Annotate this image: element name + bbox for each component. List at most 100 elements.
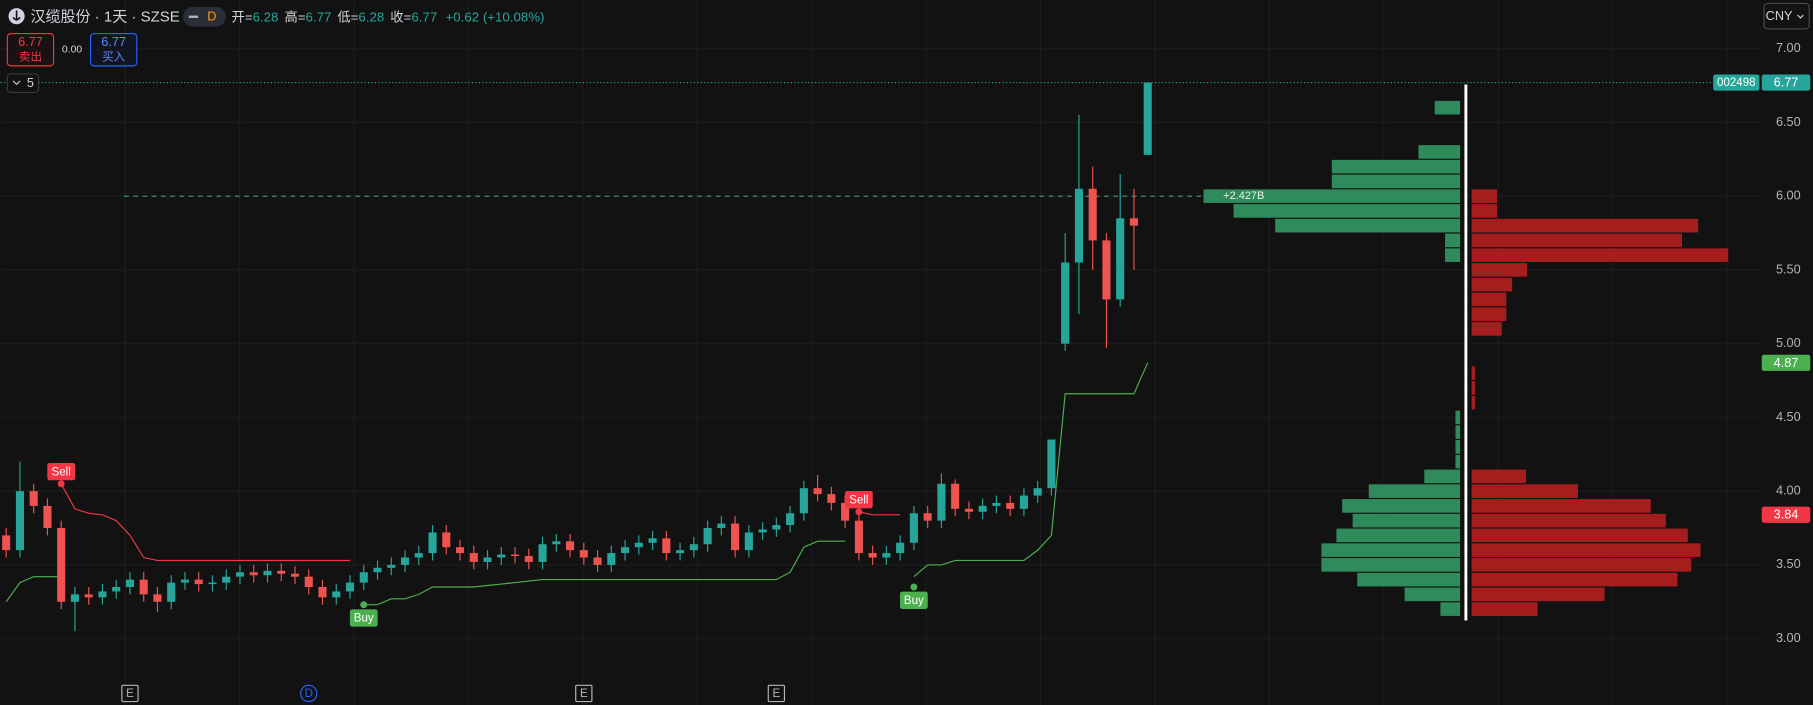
profile-sell-bar (1471, 602, 1538, 616)
profile-sell-bar (1471, 277, 1513, 292)
candle-body (112, 587, 121, 592)
interval-badge: D (207, 9, 216, 24)
candle-body (345, 582, 355, 592)
candle-body (318, 587, 327, 598)
signal-dot (910, 583, 918, 591)
signal-label: Sell (849, 494, 868, 506)
candle-body (786, 513, 795, 526)
ticker-label: 002498 (1717, 77, 1756, 89)
profile-buy-bar (1321, 543, 1461, 557)
profile-sell-bar (1471, 572, 1678, 587)
candle-body (1061, 262, 1070, 344)
change: +0.62 (+10.08%) (446, 9, 545, 24)
ohlc-value: 6.28 (253, 9, 279, 24)
candle-body (400, 557, 410, 565)
event-label: E (126, 688, 134, 700)
candle-body (263, 570, 272, 576)
candle-body (235, 572, 245, 577)
symbol-title[interactable]: 汉缆股份 · 1天 · SZSE (30, 8, 179, 25)
y-tick-label: 4.00 (1776, 482, 1801, 497)
signal-label: Sell (52, 466, 71, 478)
candle-body (249, 572, 258, 576)
profile-buy-bar (1321, 558, 1461, 572)
buy-button[interactable] (89, 32, 138, 67)
candle-body (1116, 218, 1125, 300)
event-marker[interactable] (121, 684, 139, 703)
candle-body (57, 528, 66, 602)
profile-buy-bar (1445, 248, 1461, 262)
candle-body (359, 572, 368, 583)
candle-body (689, 544, 698, 551)
profile-buy-bar (1440, 602, 1461, 616)
event-marker[interactable] (300, 684, 318, 703)
candle-body (84, 594, 93, 598)
profile-buy-bar (1275, 218, 1461, 233)
candle-body (676, 550, 685, 554)
signal-dot (855, 508, 863, 516)
y-tick-label: 7.00 (1776, 40, 1801, 55)
currency: CNY (1766, 8, 1793, 23)
candle-body (428, 532, 437, 554)
currency-button[interactable] (1763, 2, 1810, 30)
event-label: E (580, 688, 588, 700)
candle-body (566, 541, 575, 551)
candle-body (277, 570, 286, 574)
ohlc-value: 6.28 (358, 9, 384, 24)
ohlc-label: 收= (390, 9, 411, 24)
event-marker[interactable] (767, 684, 786, 703)
profile-sell-bar (1471, 307, 1507, 321)
profile-sell-bar (1471, 292, 1507, 307)
candle-body (744, 532, 753, 551)
toggle-chevron (12, 80, 21, 86)
candle-body (634, 542, 643, 548)
interval-pill[interactable] (183, 6, 226, 27)
profile-buy-bar (1455, 440, 1461, 454)
profile-buy-bar (1331, 159, 1461, 174)
candle-body (717, 523, 726, 529)
candle-body (511, 554, 520, 557)
layout-toggle[interactable] (6, 73, 40, 94)
candle-body (290, 573, 300, 577)
sell-button[interactable] (6, 32, 55, 67)
candle-body (799, 488, 808, 514)
event-marker[interactable] (575, 684, 593, 703)
ohlc-label: 高= (284, 8, 305, 24)
profile-sell-bar (1471, 263, 1528, 277)
candle-body (1088, 188, 1097, 241)
candle-body (1019, 495, 1028, 509)
profile-sell-bar (1471, 189, 1498, 203)
profile-buy-bar (1455, 410, 1461, 425)
price-label-box (1761, 506, 1811, 523)
y-tick-label: 5.00 (1776, 335, 1801, 350)
profile-buy-bar (1455, 425, 1461, 439)
profile-sell-bar (1471, 381, 1476, 395)
profile-buy-bar (1336, 528, 1461, 543)
profile-sell-bar (1471, 248, 1729, 262)
candle-body (2, 535, 11, 551)
candle-body (497, 554, 506, 558)
plot: +2.427B Sell Buy Sell Buy E D E E 002498 6.77 4.87 3… (0, 74, 1811, 703)
profile-sell-bar (1471, 558, 1692, 572)
candle-body (304, 576, 313, 588)
candle-body (772, 525, 781, 530)
profile-sell-bar (1471, 218, 1699, 233)
currency-chevron (1797, 14, 1804, 19)
profile-sell-bar (1471, 366, 1476, 380)
candle-body (827, 494, 836, 503)
price-label-box (1761, 74, 1811, 91)
profile-buy-bar (1331, 174, 1461, 189)
candle-body (70, 594, 79, 602)
candle-body (414, 553, 423, 558)
sell-label: 卖出 (19, 49, 42, 63)
candle-body (1143, 82, 1152, 155)
profile-buy-bar (1203, 189, 1461, 203)
profile-sell-bar (1471, 322, 1502, 336)
event-label: D (305, 688, 313, 700)
y-tick-label: 3.00 (1776, 630, 1801, 645)
price-label: 6.77 (1774, 75, 1799, 90)
signal-dot (57, 480, 65, 488)
candle-body (15, 491, 24, 551)
